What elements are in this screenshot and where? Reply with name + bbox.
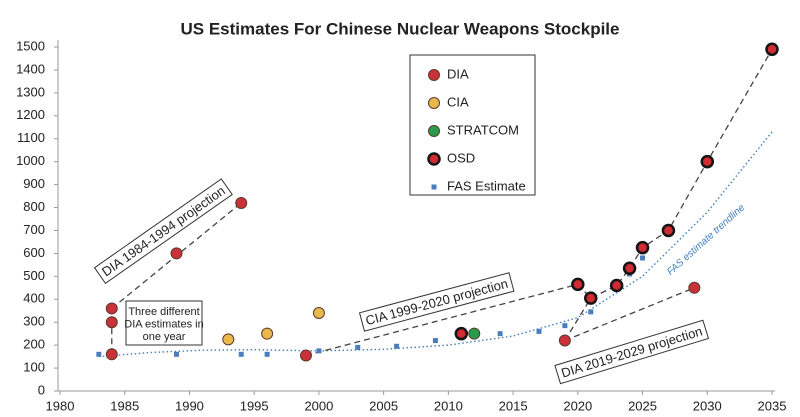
x-tick-label: 2030 (693, 398, 722, 413)
point (312, 307, 325, 320)
point (432, 338, 438, 344)
y-tick-label: 200 (23, 337, 45, 352)
x-tick-label: 2025 (628, 398, 657, 413)
point (497, 331, 503, 337)
point (562, 323, 568, 329)
point (765, 42, 779, 57)
legend-marker (431, 184, 437, 190)
note-text: DIA estimates in (124, 318, 203, 330)
legend-label: OSD (447, 150, 475, 165)
x-tick-label: 2005 (369, 398, 398, 413)
point (105, 302, 118, 315)
y-tick-label: 1200 (16, 107, 45, 122)
point (558, 334, 571, 347)
point (622, 261, 637, 276)
point (170, 247, 183, 260)
legend-label: STRATCOM (447, 122, 519, 137)
y-tick-label: 300 (23, 314, 45, 329)
y-tick-label: 600 (23, 245, 45, 260)
legend-label: FAS Estimate (447, 178, 526, 193)
annotation: CIA 1999-2020 projection (358, 272, 515, 332)
point (700, 154, 715, 169)
projection-line (564, 297, 592, 341)
point (468, 327, 481, 340)
y-tick-label: 1400 (16, 61, 45, 76)
x-tick-label: 1995 (240, 398, 269, 413)
annotation-text: DIA 2019-2029 projection (559, 323, 704, 380)
x-tick-label: 2000 (304, 398, 333, 413)
legend-marker (428, 97, 440, 109)
y-tick-label: 800 (23, 199, 45, 214)
point (394, 343, 400, 349)
point (105, 348, 118, 361)
point (355, 344, 361, 350)
y-tick-label: 1500 (16, 38, 45, 53)
point (571, 277, 585, 292)
y-tick-label: 900 (23, 176, 45, 191)
x-tick-label: 1980 (46, 398, 75, 413)
legend-label: CIA (447, 94, 469, 109)
point (316, 348, 322, 354)
point (454, 326, 469, 341)
x-tick-label: 1985 (110, 398, 139, 413)
point (264, 351, 270, 357)
x-tick-label: 2015 (499, 398, 528, 413)
x-tick-label: 1990 (175, 398, 204, 413)
x-tick-label: 2020 (563, 398, 592, 413)
point (688, 281, 701, 294)
y-tick-label: 1300 (16, 84, 45, 99)
point (609, 278, 624, 293)
y-tick-label: 0 (38, 382, 45, 397)
annotation: DIA 1984-1994 projection (93, 178, 233, 284)
annotation-text: CIA 1999-2020 projection (364, 276, 510, 328)
y-tick-label: 400 (23, 291, 45, 306)
legend-marker (428, 125, 440, 137)
point (238, 351, 244, 357)
annotation-text: DIA 1984-1994 projection (99, 183, 228, 279)
annotation-box (93, 178, 233, 284)
legend-marker (427, 152, 441, 166)
x-tick-label: 2035 (758, 398, 787, 413)
note-text: one year (143, 331, 186, 343)
point (536, 328, 542, 334)
point (174, 351, 180, 357)
annotation-box (554, 319, 710, 385)
y-tick-label: 100 (23, 360, 45, 375)
point (235, 196, 248, 209)
projection-line (305, 283, 578, 357)
point (635, 240, 650, 255)
point (261, 327, 274, 340)
y-tick-label: 1100 (17, 130, 45, 145)
annotation-box (358, 272, 515, 332)
y-tick-label: 500 (23, 268, 45, 283)
note-box (125, 300, 203, 346)
legend-label: DIA (447, 66, 469, 81)
projection-line (564, 287, 695, 342)
point (584, 291, 598, 305)
point (299, 349, 312, 362)
point (105, 316, 118, 329)
annotation: DIA 2019-2029 projection (554, 319, 710, 385)
chart-title: US Estimates For Chinese Nuclear Weapons… (181, 19, 620, 38)
point (640, 255, 646, 261)
note-text: Three different (128, 306, 199, 318)
point (96, 351, 102, 357)
point (588, 309, 594, 315)
x-tick-label: 2010 (434, 398, 463, 413)
y-tick-label: 700 (23, 222, 45, 237)
point (661, 223, 676, 238)
legend-marker (428, 69, 440, 81)
point (222, 333, 235, 346)
y-tick-label: 1000 (16, 153, 45, 168)
